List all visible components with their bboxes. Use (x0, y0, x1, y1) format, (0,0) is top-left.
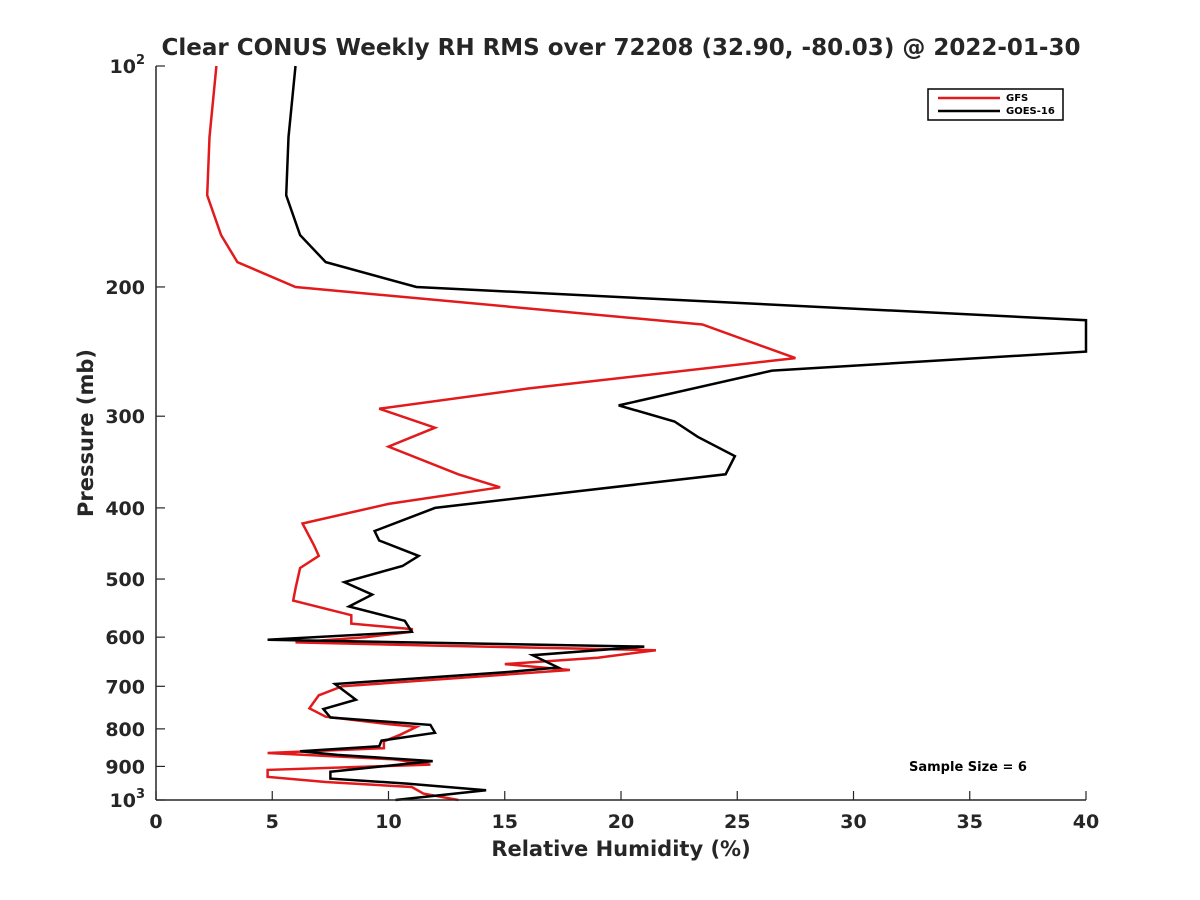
ticks-layer: 0 5 10 15 20 25 30 35 40 102 200 300 400 500 600 700 800… (105, 53, 1099, 833)
series-layer (205, 65, 1088, 802)
y-axis-label: Pressure (mb) (74, 349, 98, 517)
x-tick-label: 10 (375, 811, 401, 833)
legend-box (927, 88, 1064, 121)
y-tick-label: 400 (105, 498, 145, 520)
legend-label-goes16: GOES-16 (1006, 106, 1055, 117)
x-tick-label: 30 (840, 811, 866, 833)
chart-title: Clear CONUS Weekly RH RMS over 72208 (32… (162, 35, 1081, 61)
x-tick-label: 40 (1073, 811, 1099, 833)
y-tick-label: 200 (105, 277, 145, 299)
y-tick-label: 102 (110, 53, 146, 78)
legend-label-gfs: GFS (1006, 93, 1028, 104)
y-tick-label: 300 (105, 406, 145, 428)
legend: GFS GOES-16 (927, 88, 1064, 121)
y-tick-label: 103 (110, 787, 146, 812)
y-tick-label: 500 (105, 569, 145, 591)
x-tick-label: 20 (608, 811, 634, 833)
x-tick-label: 35 (957, 811, 983, 833)
series-line-goes16 (267, 65, 1088, 802)
plot-area (156, 66, 1086, 800)
x-tick-label: 5 (266, 811, 279, 833)
y-tick-label: 900 (105, 756, 145, 778)
sample-size-annotation: Sample Size = 6 (909, 760, 1027, 775)
x-tick-label: 0 (149, 811, 162, 833)
y-tick-label: 600 (105, 627, 145, 649)
x-axis-label: Relative Humidity (%) (491, 837, 750, 861)
x-tick-label: 25 (724, 811, 750, 833)
series-line-gfs (205, 65, 796, 802)
y-tick-label: 800 (105, 719, 145, 741)
x-tick-label: 15 (492, 811, 518, 833)
y-tick-label: 700 (105, 676, 145, 698)
